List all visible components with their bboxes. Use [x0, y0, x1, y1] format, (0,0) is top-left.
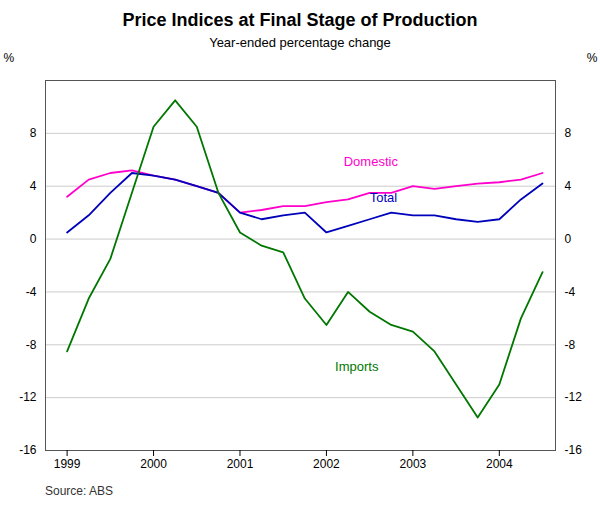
svg-text:8: 8 — [565, 126, 572, 140]
svg-text:8: 8 — [30, 126, 37, 140]
svg-text:Domestic: Domestic — [344, 154, 399, 169]
svg-text:2001: 2001 — [227, 457, 254, 471]
svg-text:Imports: Imports — [335, 359, 379, 374]
svg-text:-8: -8 — [565, 338, 576, 352]
svg-text:4: 4 — [565, 179, 572, 193]
svg-text:4: 4 — [30, 179, 37, 193]
svg-text:-16: -16 — [19, 443, 37, 457]
svg-text:-4: -4 — [565, 285, 576, 299]
svg-text:-12: -12 — [19, 390, 37, 404]
svg-text:-16: -16 — [565, 443, 583, 457]
svg-text:%: % — [587, 51, 598, 65]
svg-text:-8: -8 — [26, 338, 37, 352]
svg-text:2000: 2000 — [140, 457, 167, 471]
svg-text:%: % — [4, 51, 15, 65]
svg-text:1999: 1999 — [54, 457, 81, 471]
html-text:Price Indices at Final Stage o: Price Indices at Final Stage of Producti… — [122, 10, 478, 30]
svg-text:2002: 2002 — [313, 457, 340, 471]
svg-text:0: 0 — [30, 232, 37, 246]
svg-text:2004: 2004 — [486, 457, 513, 471]
svg-text:-4: -4 — [26, 285, 37, 299]
html-text:Year-ended percentage change: Year-ended percentage change — [209, 35, 391, 50]
svg-text:-12: -12 — [565, 390, 583, 404]
svg-text:2003: 2003 — [400, 457, 427, 471]
svg-text:Total: Total — [370, 190, 398, 205]
html-text:Source: ABS: Source: ABS — [45, 484, 113, 498]
svg-text:0: 0 — [565, 232, 572, 246]
